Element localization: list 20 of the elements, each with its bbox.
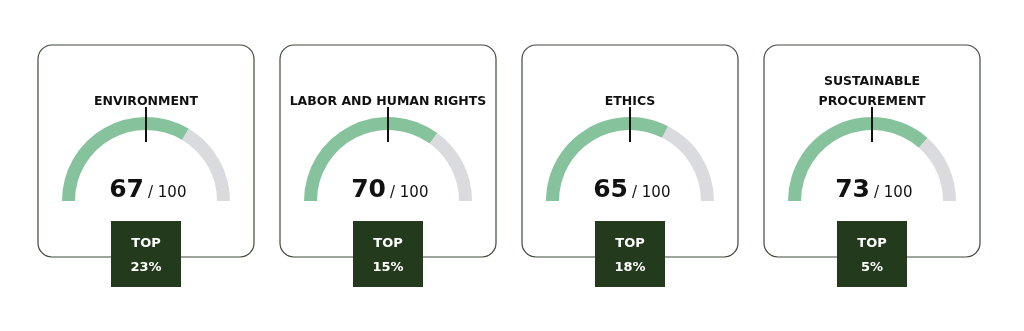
text: TOP — [857, 235, 887, 250]
text: 73 — [835, 174, 870, 203]
text: 15% — [372, 259, 404, 274]
chart-title: LABOR AND HUMAN RIGHTS — [289, 93, 487, 108]
chart-title: ENVIRONMENT — [93, 93, 199, 108]
chart-title: ETHICS — [604, 93, 656, 108]
text: 70 — [351, 174, 386, 203]
text: 65 — [593, 174, 628, 203]
text: 67 — [109, 174, 144, 203]
chart-title: SUSTAINABLE PROCUREMENT — [818, 73, 926, 108]
text: / 100 — [390, 183, 429, 201]
text: / 100 — [874, 183, 913, 201]
text: TOP — [131, 235, 161, 250]
text: 23% — [130, 259, 162, 274]
text: / 100 — [632, 183, 671, 201]
text: / 100 — [148, 183, 187, 201]
text: 5% — [860, 259, 884, 274]
text: TOP — [373, 235, 403, 250]
text: TOP — [615, 235, 645, 250]
text: 18% — [614, 259, 646, 274]
